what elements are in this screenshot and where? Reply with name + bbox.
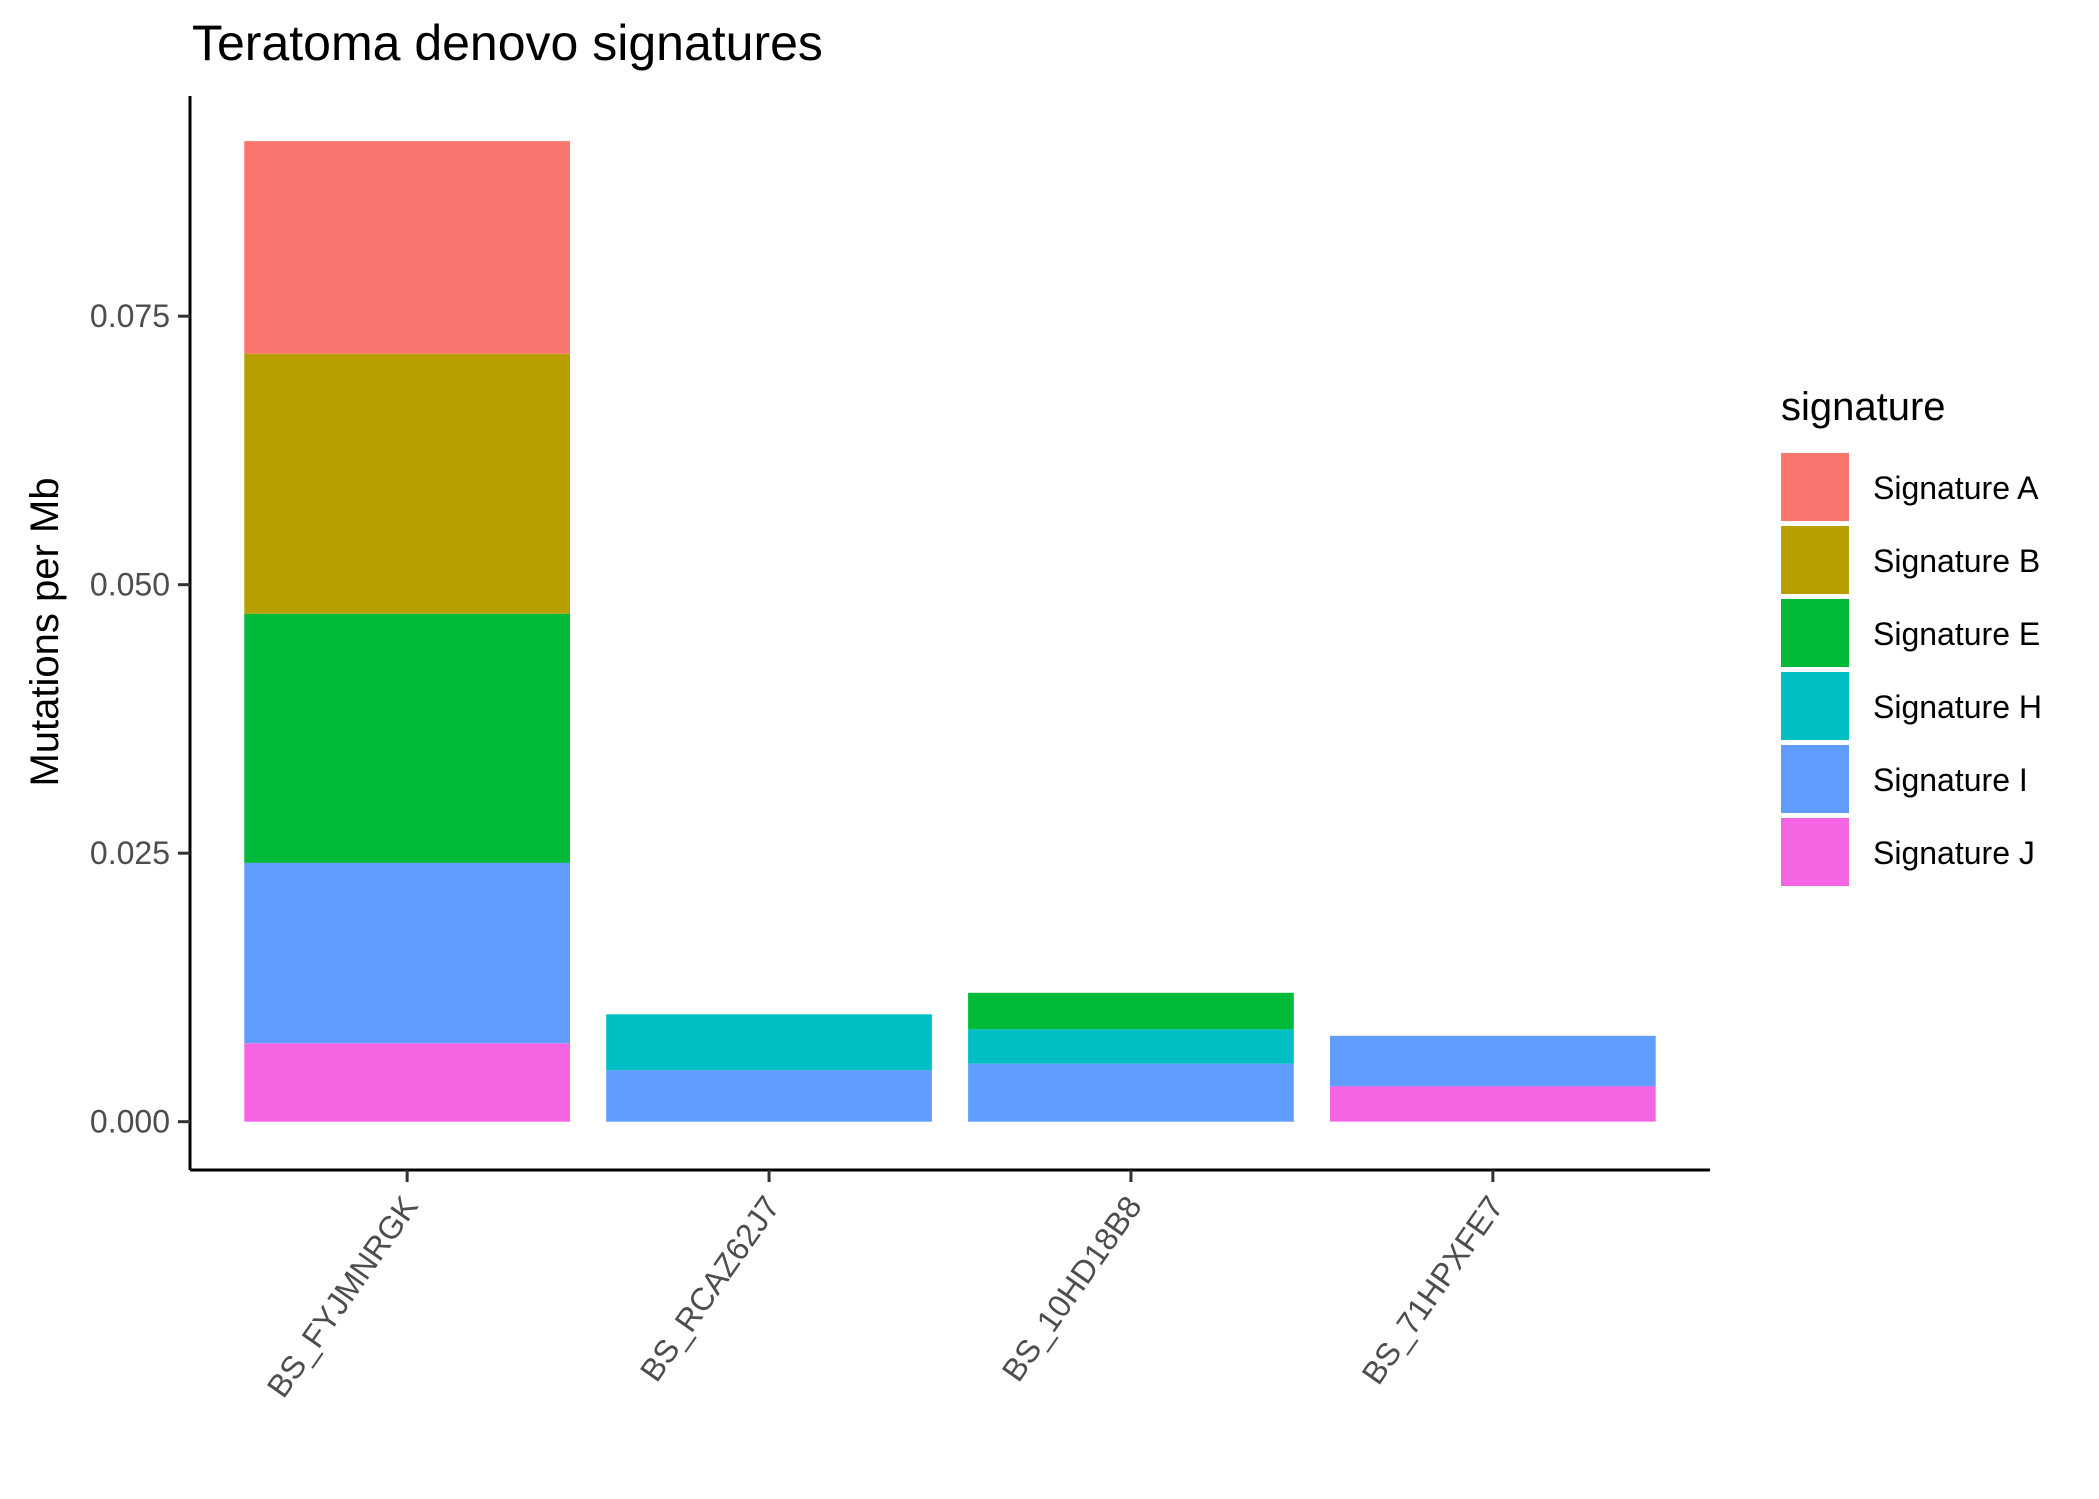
legend-label: Signature I: [1873, 762, 2028, 798]
legend-title: signature: [1781, 385, 1946, 429]
legend-label: Signature A: [1873, 470, 2039, 506]
legend-swatch: [1781, 453, 1849, 521]
legend-swatch: [1781, 599, 1849, 667]
x-tick-label: BS_FYJMNRGK: [260, 1189, 425, 1403]
bar-segment: [968, 992, 1294, 1030]
bar-segment: [968, 1029, 1294, 1064]
bar-segment: [244, 862, 571, 1044]
legend-swatch: [1781, 745, 1849, 813]
chart-title: Teratoma denovo signatures: [192, 15, 823, 71]
legend-label: Signature H: [1873, 689, 2042, 725]
bar-segment: [606, 1070, 932, 1122]
y-tick-label: 0.025: [90, 835, 170, 871]
y-tick-label: 0.000: [90, 1104, 170, 1140]
legend-swatch: [1781, 526, 1849, 594]
legend-swatch: [1781, 818, 1849, 886]
bar-segment: [968, 1063, 1294, 1122]
x-axis-ticks: BS_FYJMNRGK BS_RCAZ62J7 BS_10HD18B8 BS_71HP…: [260, 1170, 1511, 1404]
bar-segment: [244, 353, 571, 614]
bar-segment: [244, 1043, 571, 1122]
legend-label: Signature J: [1873, 835, 2035, 871]
bar-segment: [606, 1014, 932, 1071]
legend-label: Signature B: [1873, 543, 2040, 579]
y-axis-label: Mutations per Mb: [23, 477, 67, 786]
y-tick-label: 0.050: [90, 567, 170, 603]
bar-segment: [244, 141, 571, 354]
bar-segment: [1330, 1086, 1656, 1122]
x-tick-label: BS_RCAZ62J7: [633, 1189, 787, 1387]
bar-segment: [1330, 1035, 1656, 1087]
legend-swatch: [1781, 672, 1849, 740]
bar-segment: [244, 613, 571, 863]
bars-layer: [244, 141, 1656, 1122]
legend: Signature A Signature B Signature E Signatu…: [1781, 453, 2042, 886]
x-tick-label: BS_71HPXFE7: [1355, 1189, 1511, 1390]
y-axis-ticks: 0.000 0.025 0.050 0.075: [90, 298, 190, 1140]
y-tick-label: 0.075: [90, 298, 170, 334]
x-tick-label: BS_10HD18B8: [995, 1189, 1149, 1387]
legend-label: Signature E: [1873, 616, 2040, 652]
